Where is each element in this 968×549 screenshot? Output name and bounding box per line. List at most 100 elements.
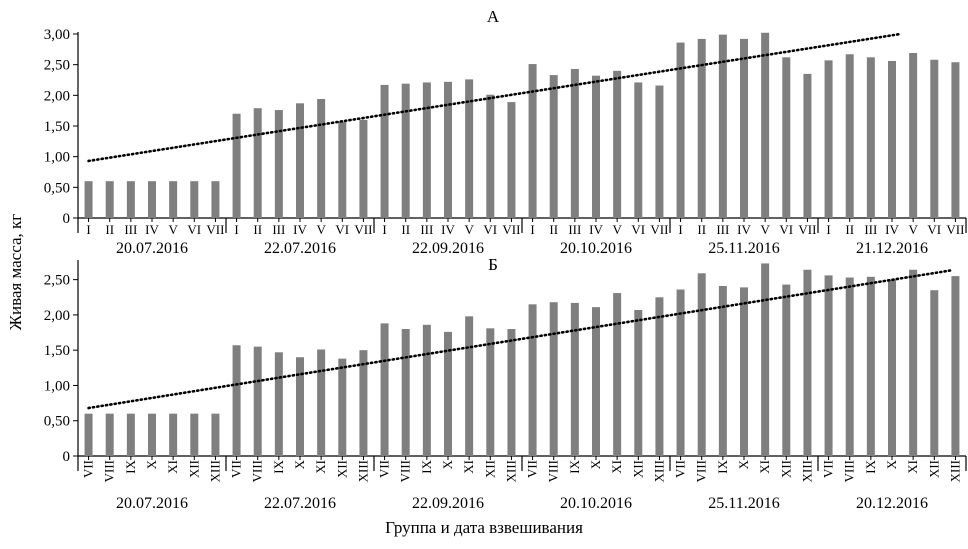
category-label: V [908, 222, 918, 237]
bar [909, 53, 918, 218]
date-label: 22.07.2016 [264, 240, 336, 257]
bar [528, 64, 537, 218]
category-label: II [845, 222, 854, 237]
bar [253, 346, 262, 456]
bar [803, 269, 812, 456]
bar [507, 329, 516, 456]
bar [507, 102, 516, 218]
category-label: II [401, 222, 410, 237]
category-label: VII [673, 460, 688, 478]
category-label: I [86, 222, 90, 237]
bar [951, 62, 960, 218]
bar [465, 316, 474, 456]
category-label: XII [482, 460, 497, 478]
date-label: 22.09.2016 [412, 240, 484, 257]
category-label: XI [313, 460, 328, 474]
bar [782, 284, 791, 456]
category-label: X [292, 459, 307, 469]
bar [888, 60, 896, 219]
category-label: VII [229, 460, 244, 478]
category-label: XIII [651, 460, 666, 482]
bar [105, 413, 114, 456]
bar [486, 328, 495, 456]
bar [232, 113, 241, 218]
bar [84, 413, 93, 456]
date-label: 20.10.2016 [560, 240, 632, 257]
category-label: V [464, 222, 474, 237]
bar [380, 84, 389, 218]
bar [486, 94, 495, 218]
bar [296, 103, 304, 218]
category-label: VIII [694, 460, 709, 482]
bar [401, 329, 410, 456]
y-tick-label: 0 [63, 211, 71, 227]
trend-line [87, 32, 902, 163]
bar [740, 287, 748, 456]
date-label: 20.07.2016 [116, 495, 188, 512]
category-label: VII [525, 460, 540, 478]
bar [655, 297, 664, 456]
category-label: VII [354, 222, 372, 237]
category-label: XIII [207, 460, 222, 482]
bar [444, 331, 452, 456]
category-label: VII [206, 222, 224, 237]
category-label: XI [609, 460, 624, 474]
category-label: III [568, 222, 581, 237]
bar [592, 75, 600, 218]
date-label: 20.10.2016 [560, 495, 632, 512]
bar [888, 279, 896, 456]
bar [930, 290, 939, 456]
bar [169, 413, 178, 456]
category-label: V [760, 222, 770, 237]
bar [444, 81, 452, 218]
bar [866, 276, 875, 456]
bar [211, 181, 220, 218]
y-tick-label: 0 [63, 449, 71, 465]
y-tick-label: 2,00 [44, 88, 70, 104]
bar [105, 181, 114, 218]
bar [697, 38, 706, 219]
y-tick-label: 1,00 [44, 378, 70, 394]
category-label: VIII [398, 460, 413, 482]
category-label: VII [821, 460, 836, 478]
bar [380, 323, 389, 456]
bar [190, 413, 199, 456]
y-axis-title-area: Живая масса, кг [0, 0, 30, 544]
bar [761, 32, 770, 219]
y-tick-label: 2,00 [44, 308, 70, 324]
category-label: II [253, 222, 262, 237]
category-label: III [272, 222, 285, 237]
bar [126, 413, 135, 456]
category-label: X [144, 459, 159, 469]
category-label: II [549, 222, 558, 237]
bar [866, 57, 875, 218]
category-label: XI [165, 460, 180, 474]
category-label: X [588, 459, 603, 469]
category-label: XII [334, 460, 349, 478]
bar [740, 38, 748, 219]
date-label: 20.12.2016 [856, 495, 928, 512]
y-tick-label: 1,50 [44, 343, 70, 359]
bar [148, 181, 156, 218]
bar [592, 307, 600, 456]
category-label: VIII [546, 460, 561, 482]
category-label: VII [502, 222, 520, 237]
bar [549, 75, 558, 219]
category-label: IX [863, 459, 878, 473]
bar [697, 273, 706, 456]
category-label: VI [631, 222, 645, 237]
category-label: X [440, 459, 455, 469]
date-label: 25.11.2016 [708, 240, 779, 257]
category-label: II [697, 222, 706, 237]
y-tick-label: 3,00 [44, 27, 70, 43]
date-label: 22.09.2016 [412, 495, 484, 512]
bar [317, 349, 326, 456]
category-label: VIII [250, 460, 265, 482]
category-label: IV [737, 222, 751, 237]
y-tick-label: 0,50 [44, 414, 70, 430]
bar [676, 42, 685, 218]
y-tick-label: 0,50 [44, 180, 70, 196]
